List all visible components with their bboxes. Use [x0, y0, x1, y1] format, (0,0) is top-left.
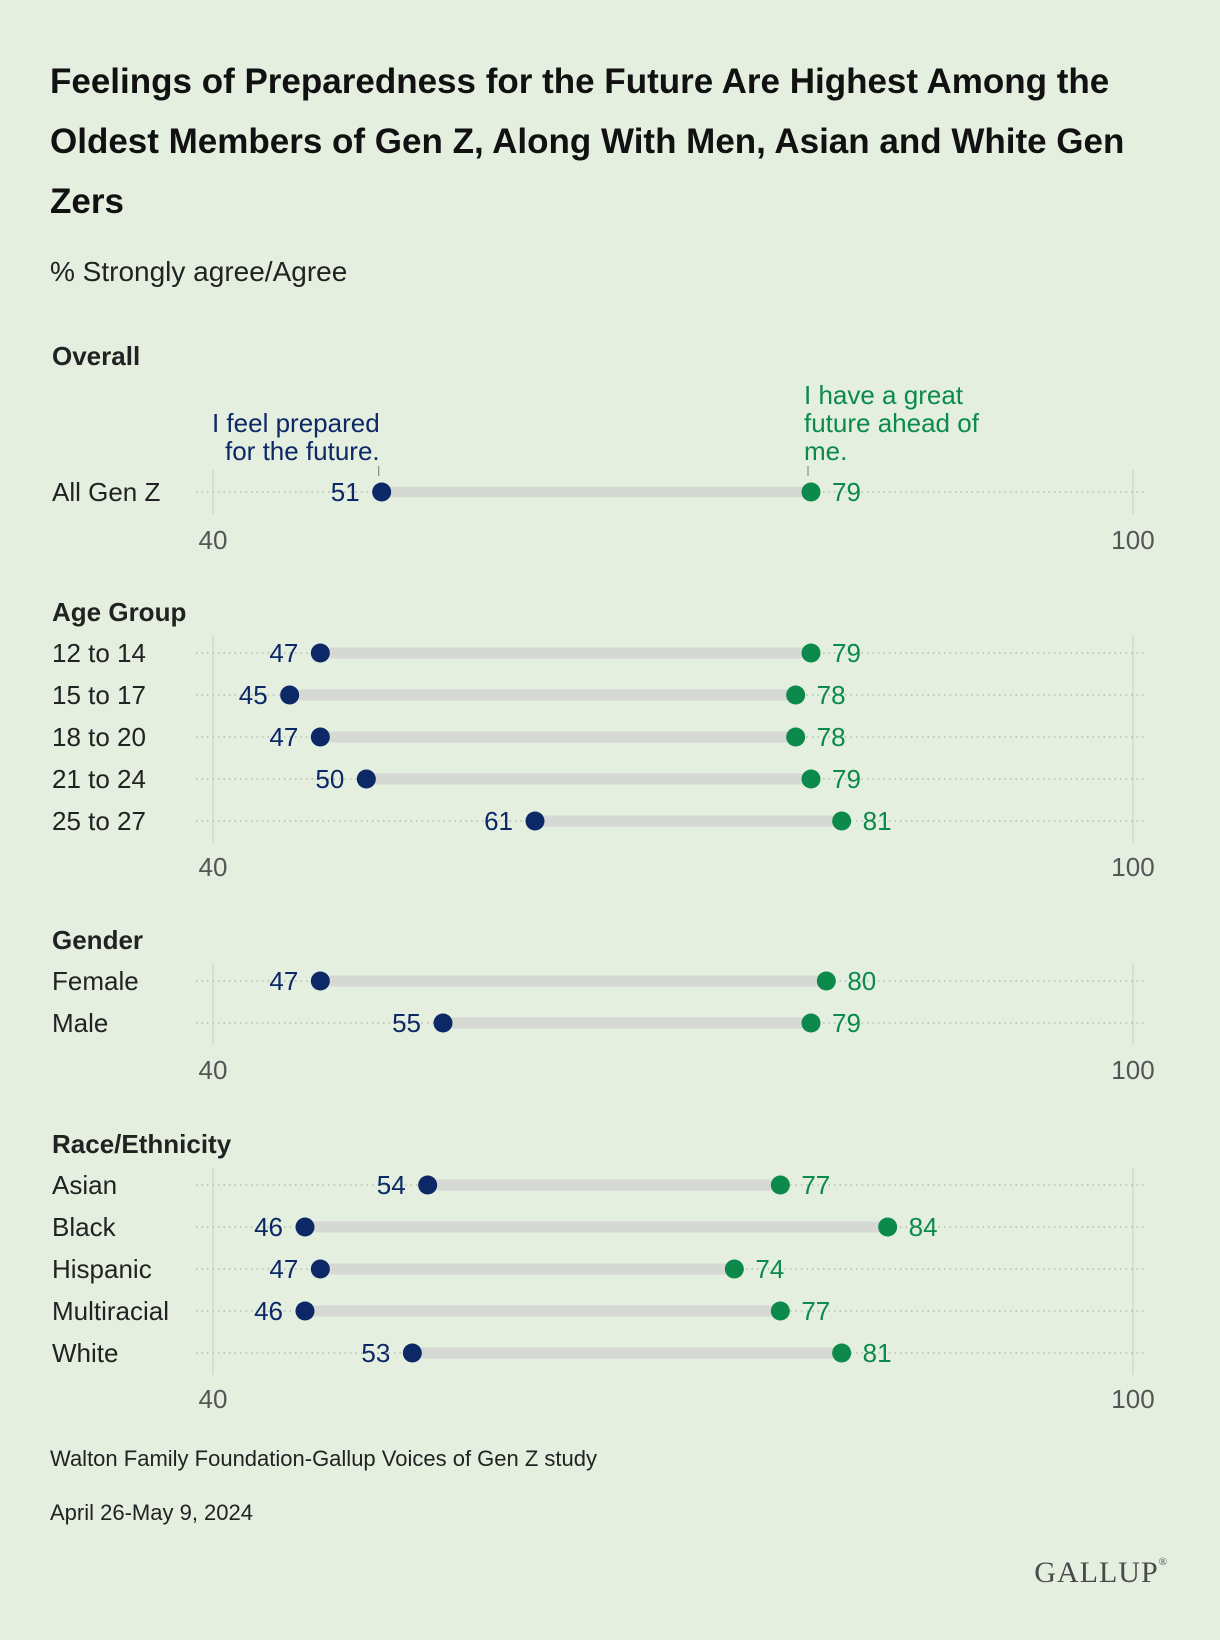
- future-point: [801, 643, 821, 663]
- prepared-point: [402, 1343, 422, 1363]
- prepared-value-label: 46: [254, 1296, 283, 1326]
- future-value-label: 78: [817, 722, 846, 752]
- future-point: [770, 1175, 790, 1195]
- panel-heading: Overall: [52, 341, 140, 371]
- future-value-label: 80: [847, 966, 876, 996]
- prepared-value-label: 47: [269, 722, 298, 752]
- future-point: [770, 1301, 790, 1321]
- prepared-point: [310, 971, 330, 991]
- future-value-label: 81: [863, 1338, 892, 1368]
- future-point: [832, 1343, 852, 1363]
- future-value-label: 78: [817, 680, 846, 710]
- panel-heading: Age Group: [52, 597, 186, 627]
- prepared-value-label: 54: [377, 1170, 406, 1200]
- row-label: Female: [52, 966, 139, 996]
- prepared-point: [525, 811, 545, 831]
- panel-heading: Gender: [52, 925, 143, 955]
- future-value-label: 79: [832, 638, 861, 668]
- row-label: 25 to 27: [52, 806, 146, 836]
- future-value-label: 79: [832, 477, 861, 507]
- prepared-point: [372, 482, 392, 502]
- prepared-value-label: 51: [331, 477, 360, 507]
- chart-subtitle: % Strongly agree/Agree: [50, 256, 348, 287]
- prepared-point: [295, 1301, 315, 1321]
- future-value-label: 77: [801, 1170, 830, 1200]
- future-value-label: 81: [863, 806, 892, 836]
- row-label: Hispanic: [52, 1254, 152, 1284]
- future-value-label: 74: [755, 1254, 784, 1284]
- future-point: [801, 482, 821, 502]
- chart-title: Feelings of Preparedness for the Future …: [50, 62, 1125, 221]
- prepared-value-label: 50: [315, 764, 344, 794]
- tick-label-max: 100: [1111, 525, 1154, 555]
- future-point: [724, 1259, 744, 1279]
- future-point: [878, 1217, 898, 1237]
- future-point: [832, 811, 852, 831]
- future-value-label: 77: [801, 1296, 830, 1326]
- future-point: [801, 769, 821, 789]
- gallup-logo: GALLUP®: [1034, 1556, 1168, 1589]
- prepared-value-label: 46: [254, 1212, 283, 1242]
- row-label: All Gen Z: [52, 477, 160, 507]
- prepared-point: [356, 769, 376, 789]
- row-label: Black: [52, 1212, 117, 1242]
- source-note: Walton Family Foundation-Gallup Voices o…: [50, 1446, 597, 1471]
- prepared-value-label: 45: [239, 680, 268, 710]
- tick-label-min: 40: [199, 525, 228, 555]
- row-label: 18 to 20: [52, 722, 146, 752]
- row-label: 12 to 14: [52, 638, 146, 668]
- panel-heading: Race/Ethnicity: [52, 1129, 232, 1159]
- tick-label-min: 40: [199, 1055, 228, 1085]
- legend-label-future: I have a great future ahead of me.: [804, 380, 980, 466]
- prepared-value-label: 47: [269, 638, 298, 668]
- row-label: Male: [52, 1008, 108, 1038]
- prepared-point: [433, 1013, 453, 1033]
- prepared-value-label: 61: [484, 806, 513, 836]
- future-point: [786, 727, 806, 747]
- future-value-label: 79: [832, 764, 861, 794]
- row-label: White: [52, 1338, 118, 1368]
- prepared-value-label: 47: [269, 1254, 298, 1284]
- tick-label-min: 40: [199, 852, 228, 882]
- row-label: Multiracial: [52, 1296, 169, 1326]
- prepared-value-label: 47: [269, 966, 298, 996]
- prepared-point: [310, 1259, 330, 1279]
- future-point: [801, 1013, 821, 1033]
- row-label: 21 to 24: [52, 764, 146, 794]
- legend-label-prepared: I feel prepared for the future.: [212, 408, 380, 466]
- tick-label-max: 100: [1111, 1384, 1154, 1414]
- tick-label-min: 40: [199, 1384, 228, 1414]
- future-point: [786, 685, 806, 705]
- prepared-point: [310, 727, 330, 747]
- tick-label-max: 100: [1111, 1055, 1154, 1085]
- date-note: April 26-May 9, 2024: [50, 1500, 253, 1525]
- future-value-label: 79: [832, 1008, 861, 1038]
- prepared-point: [418, 1175, 438, 1195]
- future-value-label: 84: [909, 1212, 938, 1242]
- prepared-point: [310, 643, 330, 663]
- prepared-point: [280, 685, 300, 705]
- row-label: 15 to 17: [52, 680, 146, 710]
- prepared-value-label: 53: [361, 1338, 390, 1368]
- prepared-point: [295, 1217, 315, 1237]
- row-label: Asian: [52, 1170, 117, 1200]
- tick-label-max: 100: [1111, 852, 1154, 882]
- future-point: [816, 971, 836, 991]
- prepared-value-label: 55: [392, 1008, 421, 1038]
